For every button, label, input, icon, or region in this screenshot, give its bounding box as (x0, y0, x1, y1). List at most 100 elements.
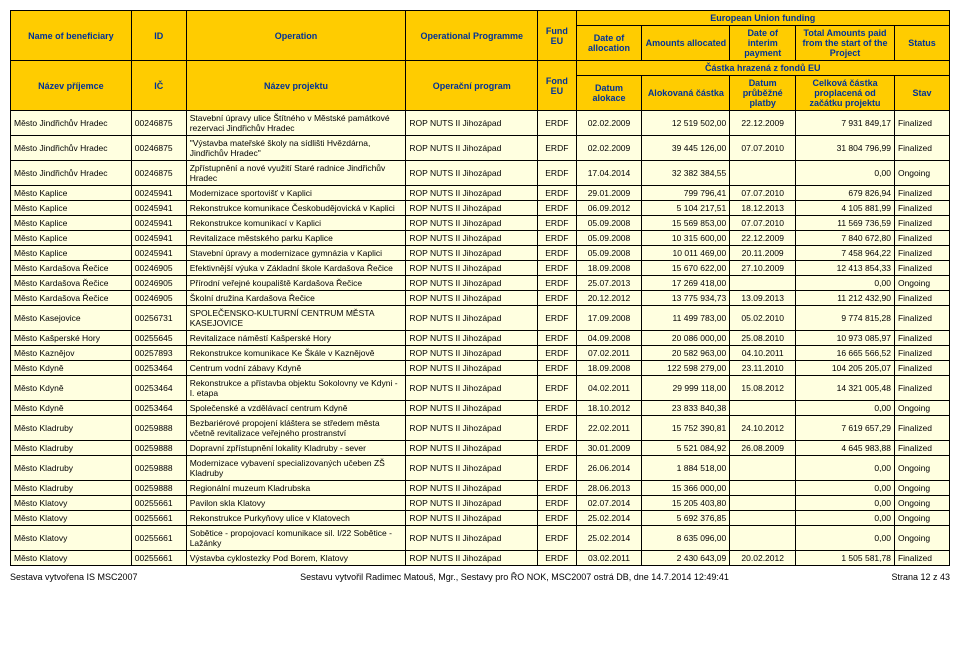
cell-programme: ROP NUTS II Jihozápad (406, 231, 538, 246)
cell-operation: Regionální muzeum Kladrubska (186, 481, 406, 496)
cell-operation: "Výstavba mateřské školy na sídlišti Hvě… (186, 136, 406, 161)
cell-status: Finalized (894, 111, 949, 136)
table-row: Město Klatovy00255661Pavilon skla Klatov… (11, 496, 950, 511)
cell-operation: Školní družina Kardašova Řečice (186, 291, 406, 306)
col-ic: IČ (131, 61, 186, 111)
cell-total: 0,00 (796, 456, 895, 481)
cell-date-alloc: 06.09.2012 (576, 201, 642, 216)
cell-date-alloc: 28.06.2013 (576, 481, 642, 496)
cell-status: Finalized (894, 441, 949, 456)
cell-date-interim (730, 481, 796, 496)
cell-date-interim: 18.12.2013 (730, 201, 796, 216)
col-date-alloc: Date of allocation (576, 26, 642, 61)
cell-total: 0,00 (796, 161, 895, 186)
cell-date-interim: 24.10.2012 (730, 416, 796, 441)
cell-fund: ERDF (538, 246, 576, 261)
cell-operation: Sobětice - propojovací komunikace sil. I… (186, 526, 406, 551)
cell-amount: 15 569 853,00 (642, 216, 730, 231)
cell-operation: Společenské a vzdělávací centrum Kdyně (186, 401, 406, 416)
cell-programme: ROP NUTS II Jihozápad (406, 111, 538, 136)
cell-operation: Modernizace sportovišť v Kaplici (186, 186, 406, 201)
cell-programme: ROP NUTS II Jihozápad (406, 291, 538, 306)
cell-status: Ongoing (894, 456, 949, 481)
col-status: Status (894, 26, 949, 61)
col-beneficiary-en: Name of beneficiary (11, 11, 132, 61)
cell-date-interim: 23.11.2010 (730, 361, 796, 376)
cell-total: 7 840 672,80 (796, 231, 895, 246)
cell-fund: ERDF (538, 511, 576, 526)
cell-programme: ROP NUTS II Jihozápad (406, 416, 538, 441)
cell-id: 00255661 (131, 526, 186, 551)
cell-status: Finalized (894, 216, 949, 231)
cell-total: 11 212 432,90 (796, 291, 895, 306)
table-row: Město Kladruby00259888Regionální muzeum … (11, 481, 950, 496)
cell-amount: 2 430 643,09 (642, 551, 730, 566)
cell-fund: ERDF (538, 216, 576, 231)
cell-id: 00245941 (131, 231, 186, 246)
cell-status: Ongoing (894, 481, 949, 496)
cell-fund: ERDF (538, 496, 576, 511)
cell-date-interim: 26.08.2009 (730, 441, 796, 456)
cell-programme: ROP NUTS II Jihozápad (406, 551, 538, 566)
cell-amount: 8 635 096,00 (642, 526, 730, 551)
table-row: Město Jindřichův Hradec00246875"Výstavba… (11, 136, 950, 161)
cell-fund: ERDF (538, 111, 576, 136)
cell-beneficiary: Město Klatovy (11, 526, 132, 551)
cell-date-alloc: 25.07.2013 (576, 276, 642, 291)
cell-amount: 32 382 384,55 (642, 161, 730, 186)
cell-date-alloc: 25.02.2014 (576, 526, 642, 551)
cell-date-interim (730, 401, 796, 416)
col-datum-prub: Datum průběžné platby (730, 76, 796, 111)
cell-date-interim: 25.08.2010 (730, 331, 796, 346)
cell-total: 104 205 205,07 (796, 361, 895, 376)
cell-date-interim (730, 511, 796, 526)
table-row: Město Klatovy00255661Sobětice - propojov… (11, 526, 950, 551)
footer-left: Sestava vytvořena IS MSC2007 (10, 572, 138, 582)
col-alokovana: Alokovaná částka (642, 76, 730, 111)
cell-programme: ROP NUTS II Jihozápad (406, 216, 538, 231)
cell-programme: ROP NUTS II Jihozápad (406, 331, 538, 346)
cell-programme: ROP NUTS II Jihozápad (406, 481, 538, 496)
table-row: Město Kaplice00245941Stavební úpravy a m… (11, 246, 950, 261)
cell-programme: ROP NUTS II Jihozápad (406, 456, 538, 481)
col-operation-en: Operation (186, 11, 406, 61)
cell-status: Finalized (894, 186, 949, 201)
cell-date-interim (730, 526, 796, 551)
cell-id: 00255661 (131, 551, 186, 566)
table-row: Město Jindřichův Hradec00246875Stavební … (11, 111, 950, 136)
cell-operation: Efektivnější výuka v Základní škole Kard… (186, 261, 406, 276)
cell-id: 00255661 (131, 496, 186, 511)
cell-date-alloc: 17.04.2014 (576, 161, 642, 186)
cell-beneficiary: Město Jindřichův Hradec (11, 111, 132, 136)
footer-center: Sestavu vytvořil Radimec Matouš, Mgr., S… (300, 572, 729, 582)
cell-operation: Zpřístupnění a nové využití Staré radnic… (186, 161, 406, 186)
cell-status: Ongoing (894, 401, 949, 416)
cell-beneficiary: Město Kaplice (11, 246, 132, 261)
cell-programme: ROP NUTS II Jihozápad (406, 136, 538, 161)
cell-total: 7 931 849,17 (796, 111, 895, 136)
cell-beneficiary: Město Kladruby (11, 481, 132, 496)
cell-fund: ERDF (538, 136, 576, 161)
cell-beneficiary: Město Kašperské Hory (11, 331, 132, 346)
cell-total: 7 458 964,22 (796, 246, 895, 261)
cell-date-interim: 07.07.2010 (730, 186, 796, 201)
cell-fund: ERDF (538, 361, 576, 376)
cell-status: Finalized (894, 306, 949, 331)
cell-id: 00246875 (131, 161, 186, 186)
cell-programme: ROP NUTS II Jihozápad (406, 376, 538, 401)
cell-id: 00253464 (131, 361, 186, 376)
cell-status: Finalized (894, 376, 949, 401)
cell-total: 1 505 581,78 (796, 551, 895, 566)
cell-status: Ongoing (894, 526, 949, 551)
cell-id: 00255645 (131, 331, 186, 346)
cell-programme: ROP NUTS II Jihozápad (406, 526, 538, 551)
cell-beneficiary: Město Kdyně (11, 401, 132, 416)
cell-date-alloc: 17.09.2008 (576, 306, 642, 331)
cell-date-alloc: 03.02.2011 (576, 551, 642, 566)
cell-status: Ongoing (894, 161, 949, 186)
cell-status: Finalized (894, 331, 949, 346)
cell-status: Finalized (894, 246, 949, 261)
cell-id: 00246875 (131, 111, 186, 136)
cell-id: 00253464 (131, 376, 186, 401)
cell-operation: Centrum vodní zábavy Kdyně (186, 361, 406, 376)
